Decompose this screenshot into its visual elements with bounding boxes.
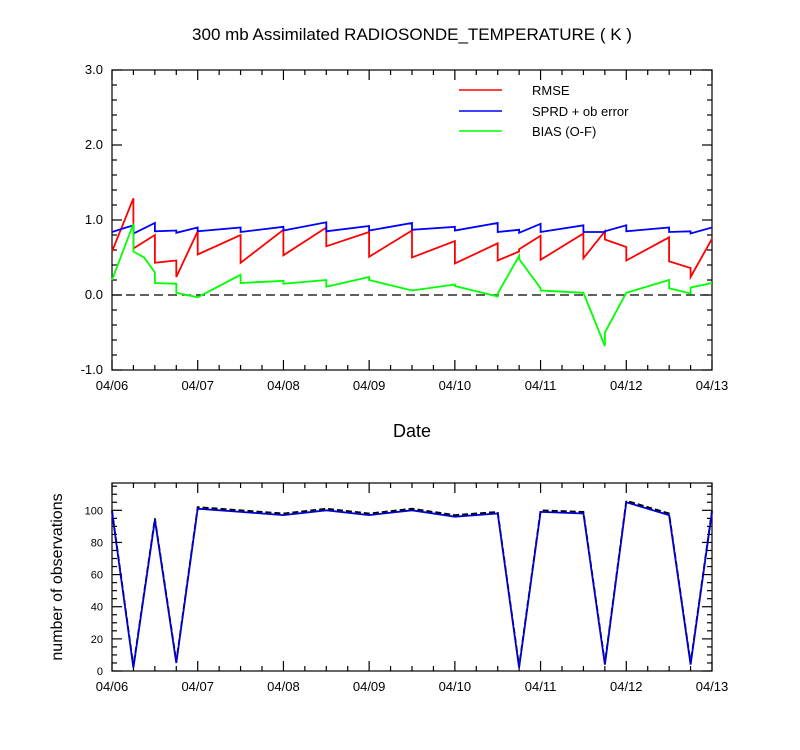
x-axis-label: Date — [393, 421, 431, 441]
y-tick-label: 80 — [91, 537, 103, 549]
x-tick-label: 04/06 — [96, 378, 129, 393]
x-tick-label: 04/11 — [525, 679, 557, 694]
y-tick-label: 100 — [85, 505, 103, 517]
legend-label-bias: BIAS (O-F) — [532, 124, 596, 139]
y-tick-label: 3.0 — [85, 62, 103, 77]
x-tick-label: 04/13 — [696, 679, 729, 694]
y-tick-label: 20 — [91, 634, 103, 646]
x-tick-label: 04/07 — [181, 679, 214, 694]
x-tick-label: 04/09 — [353, 679, 386, 694]
series-line-sprd-ob-error — [111, 221, 713, 235]
y-tick-label: 1.0 — [85, 212, 103, 227]
y-axis-label-bottom: number of observations — [49, 493, 66, 660]
x-tick-label: 04/08 — [267, 378, 300, 393]
y-tick-label: -1.0 — [81, 362, 103, 377]
series-line-bias-o-f — [111, 223, 713, 347]
observation-count-panel: 04/06 04/07 04/08 04/09 04/10 04/11 04/12 04/13… — [49, 482, 729, 694]
y-tick-label: 0.0 — [85, 287, 103, 302]
bottom-series-lines — [111, 499, 713, 668]
top-axes: 04/06 04/07 04/08 04/09 04/10 04/11 04/12 04/13… — [81, 62, 729, 393]
y-tick-label: 40 — [91, 602, 103, 614]
y-tick-label: 0 — [97, 666, 103, 678]
x-tick-label: 04/12 — [610, 679, 643, 694]
legend-label-sprd: SPRD + ob error — [532, 104, 629, 119]
x-tick-label: 04/07 — [181, 378, 214, 393]
x-tick-label: 04/06 — [96, 679, 129, 694]
y-tick-label: 60 — [91, 570, 103, 582]
x-tick-label: 04/10 — [439, 679, 472, 694]
series-line-observations-possible — [111, 499, 713, 667]
chart-title: 300 mb Assimilated RADIOSONDE_TEMPERATUR… — [192, 25, 632, 44]
x-tick-label: 04/13 — [696, 378, 729, 393]
x-tick-label: 04/10 — [439, 378, 472, 393]
x-tick-label: 04/08 — [267, 679, 300, 694]
x-tick-label: 04/11 — [525, 378, 557, 393]
series-line-observations-used — [111, 501, 713, 668]
legend: RMSE SPRD + ob error BIAS (O-F) — [459, 83, 629, 139]
x-tick-label: 04/09 — [353, 378, 386, 393]
bottom-axes: 04/06 04/07 04/08 04/09 04/10 04/11 04/12 04/13… — [85, 483, 729, 694]
top-series-lines — [111, 197, 713, 347]
series-line-rmse — [111, 197, 713, 281]
x-tick-label: 04/12 — [610, 378, 643, 393]
rmse-spread-bias-panel: 300 mb Assimilated RADIOSONDE_TEMPERATUR… — [81, 25, 729, 441]
legend-label-rmse: RMSE — [532, 83, 570, 98]
y-tick-label: 2.0 — [85, 137, 103, 152]
